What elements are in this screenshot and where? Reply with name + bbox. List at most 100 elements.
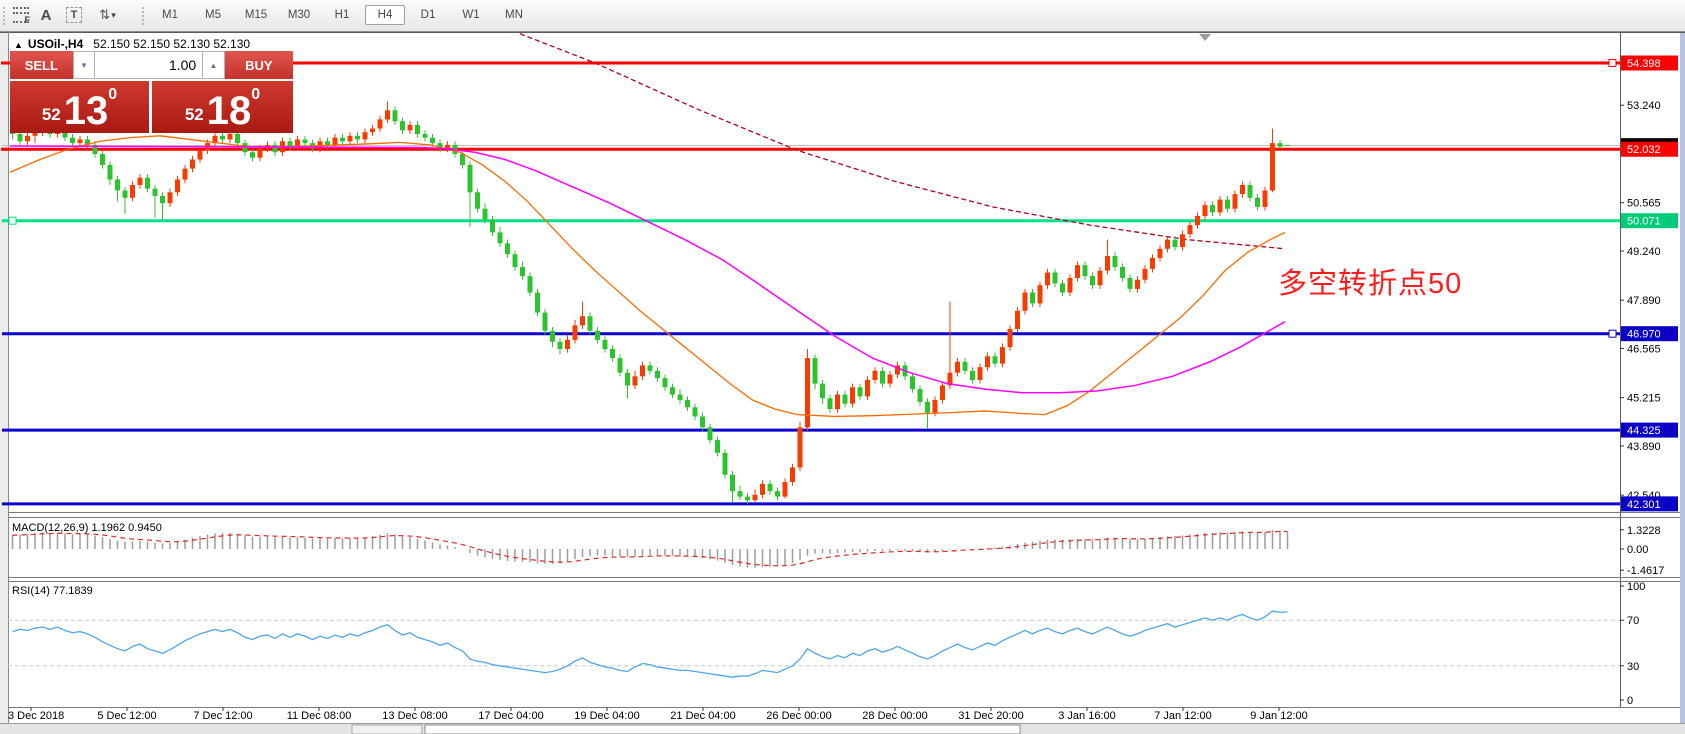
ma-slow-magenta[interactable] [9,145,1286,394]
volume-input[interactable] [95,51,203,79]
candle-body [122,190,128,198]
time-label: 26 Dec 00:00 [766,710,831,722]
text-tool-icon[interactable]: T [64,4,84,26]
candle-body [782,482,788,497]
candle-body [1105,256,1110,271]
candle-body [1225,199,1230,209]
tf-button-MN[interactable]: MN [505,9,523,21]
candle-body [1082,265,1088,277]
price-badge-46.970 [1621,326,1678,342]
candle-body [1262,190,1268,207]
candle-body [910,376,915,390]
edge-line-mark [1,61,7,65]
candle-body [752,494,758,501]
candle-body [175,179,180,193]
arrange-icon[interactable]: ⇅ ▾ [94,4,120,26]
candle-body [595,330,600,340]
candle-body [340,137,345,142]
edge-line-mark [1,147,7,151]
candle-body [1097,270,1103,286]
candle-body [775,491,780,497]
buy-button[interactable]: BUY [224,51,293,79]
buy-price-panel[interactable]: 52 18 0 [152,81,293,133]
candle-body [557,341,563,350]
candle-body [107,164,113,180]
candle-body [865,379,870,397]
candle-body [1075,265,1080,278]
volume-decrease-button[interactable]: ▼ [72,51,96,79]
chart-tab[interactable] [351,724,423,734]
price-badge-label: 52.032 [1627,144,1661,156]
candle-body [407,124,413,131]
rsi-axis-label: 30 [1627,661,1639,673]
tf-button-M15[interactable]: M15 [244,9,268,21]
candle-body [115,179,120,191]
candle-body [850,387,855,404]
sell-button[interactable]: SELL [10,51,73,79]
hline-marker[interactable] [8,216,17,225]
candle-body [62,130,68,138]
candle-body [1187,225,1193,235]
time-label: 17 Dec 04:00 [478,710,543,722]
volume-increase-button[interactable]: ▲ [202,51,225,79]
toolbar-grip[interactable] [141,6,146,25]
macd-axis-label: 0.00 [1627,544,1648,556]
descending-trendline[interactable] [519,33,1286,250]
active-chart-tab[interactable] [424,724,1021,734]
candle-body [767,483,773,492]
candle-body [317,141,323,149]
rsi-line[interactable] [12,610,1288,678]
sell-price-panel[interactable]: 52 13 0 [10,81,149,133]
tf-button-M30[interactable]: M30 [287,9,311,21]
chart-header: ▲ USOil-,H4 52.150 52.150 52.130 52.130 [14,37,250,51]
candle-body [857,387,863,397]
tf-button-M1[interactable]: M1 [162,9,178,21]
candle-body [550,330,555,342]
time-label: 3 Dec 2018 [8,710,64,722]
candle-body [1045,272,1050,286]
candle-body [610,349,615,359]
left-window-strip [0,32,8,723]
candle-body [670,387,675,395]
hline-marker[interactable] [1608,329,1617,338]
hline-marker[interactable] [1608,59,1617,67]
pointer-tool-icon[interactable]: A [40,6,52,24]
candle-body [1247,185,1253,198]
candle-body [947,372,953,386]
tf-button-H1[interactable]: H1 [334,9,350,21]
tf-button-H4[interactable]: H4 [365,5,405,25]
candle-body [1165,239,1170,249]
candle-body [475,192,480,209]
candle-body [565,339,570,350]
candle-body [182,168,188,180]
candle-body [625,372,630,386]
candle-body [392,110,398,122]
candle-body [302,139,308,144]
toolbar-grip[interactable] [2,6,7,25]
candle-body [970,370,975,380]
candle-body [227,133,233,140]
candle-body [385,110,390,120]
candle-body [1015,310,1020,329]
candle-body [617,358,623,373]
tile-grid-icon: F [13,7,30,25]
candle-body [1067,277,1073,293]
collapse-arrow-icon[interactable]: ▲ [14,40,23,50]
tf-button-D1[interactable]: D1 [420,9,436,21]
one-click-trade-panel: SELL ▼ ▲ BUY 52 13 0 52 18 0 [10,51,293,133]
tf-button-M5[interactable]: M5 [205,9,221,21]
price-badge-label: 46.970 [1627,329,1661,341]
shift-marker-icon [1199,34,1211,41]
tf-button-W1[interactable]: W1 [462,9,480,21]
candle-body [505,243,510,255]
candle-body [985,356,990,368]
macd-signal-line[interactable] [12,530,1288,567]
sell-price-prefix: 52 [41,105,61,124]
candle-body [422,133,428,138]
tile-windows-icon[interactable]: F [10,4,32,26]
candle-body [130,185,135,198]
price-tick-label: 50.565 [1627,198,1661,210]
candle-body [797,427,803,468]
ohlc-readout: 52.150 52.150 52.130 52.130 [93,37,251,51]
